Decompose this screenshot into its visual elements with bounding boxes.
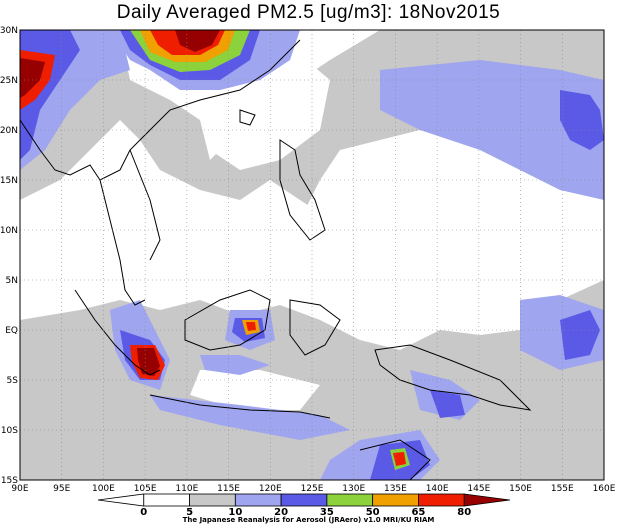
colorbar-swatch <box>280 493 328 507</box>
colorbar-swatch <box>234 493 282 507</box>
lat-tick-label: 15S <box>1 476 18 486</box>
lon-tick-label: 95E <box>53 484 70 494</box>
colorbar-swatch <box>326 493 374 507</box>
lon-tick-label: 150E <box>509 484 532 494</box>
lat-tick-label: 20N <box>0 126 18 136</box>
lon-tick-label: 100E <box>92 484 115 494</box>
lon-tick-label: 90E <box>11 484 28 494</box>
lon-tick-label: 145E <box>467 484 490 494</box>
high-pm25-zones <box>20 30 410 470</box>
colorbar-level-label: 65 <box>411 507 425 518</box>
colorbar-swatch <box>143 493 190 507</box>
lat-tick-label: 5S <box>7 376 19 386</box>
map-frame <box>19 29 605 481</box>
map-title: Daily Averaged PM2.5 [ug/m3]: 18Nov2015 <box>116 2 501 23</box>
credit-text: The Japanese Reanalysis for Aerosol (JRA… <box>182 516 435 524</box>
lat-tick-label: 5N <box>6 276 18 286</box>
lon-tick-label: 105E <box>134 484 157 494</box>
colorbar-swatch <box>189 493 236 507</box>
lon-tick-label: 120E <box>259 484 282 494</box>
colorbar-swatch <box>463 493 511 507</box>
colorbar-level-label: 80 <box>457 507 471 518</box>
lat-tick-label: 10N <box>0 226 18 236</box>
colorbar-level-label: 35 <box>320 507 334 518</box>
coastlines <box>20 39 532 480</box>
colorbar-level-label: 20 <box>274 507 288 518</box>
lon-tick-label: 160E <box>593 484 616 494</box>
lat-tick-label: 10S <box>1 426 18 436</box>
colorbar-level-label: 10 <box>228 507 242 518</box>
lon-tick-label: 135E <box>384 484 407 494</box>
colorbar-swatch <box>418 493 465 507</box>
lat-tick-label: 25N <box>0 76 18 86</box>
latitude-labels: 30N 25N 20N 15N 10N 5N EQ 5S 10S 15S <box>0 26 18 486</box>
colorbar-level-label: 5 <box>186 507 193 518</box>
lat-tick-label: 15N <box>0 176 18 186</box>
lon-tick-label: 130E <box>342 484 365 494</box>
colorbar-level-label: 50 <box>366 507 380 518</box>
colorbar-swatch <box>97 493 145 507</box>
lat-tick-label: EQ <box>5 326 18 336</box>
lon-tick-label: 155E <box>551 484 574 494</box>
colorbar-swatch <box>372 493 419 507</box>
lat-tick-label: 30N <box>0 26 18 36</box>
gridlines <box>20 30 604 480</box>
lon-tick-label: 125E <box>301 484 324 494</box>
colorbar-level-label: 0 <box>140 507 147 518</box>
lon-tick-label: 140E <box>426 484 449 494</box>
lon-tick-label: 110E <box>175 484 198 494</box>
longitude-labels: 90E 95E 100E 105E 110E 115E 120E 125E 130E 135E 14… <box>11 484 615 494</box>
lon-tick-label: 115E <box>217 484 240 494</box>
pm25-field <box>20 30 604 480</box>
colorbar: 0 5 10 20 35 50 65 80 <box>97 493 511 518</box>
